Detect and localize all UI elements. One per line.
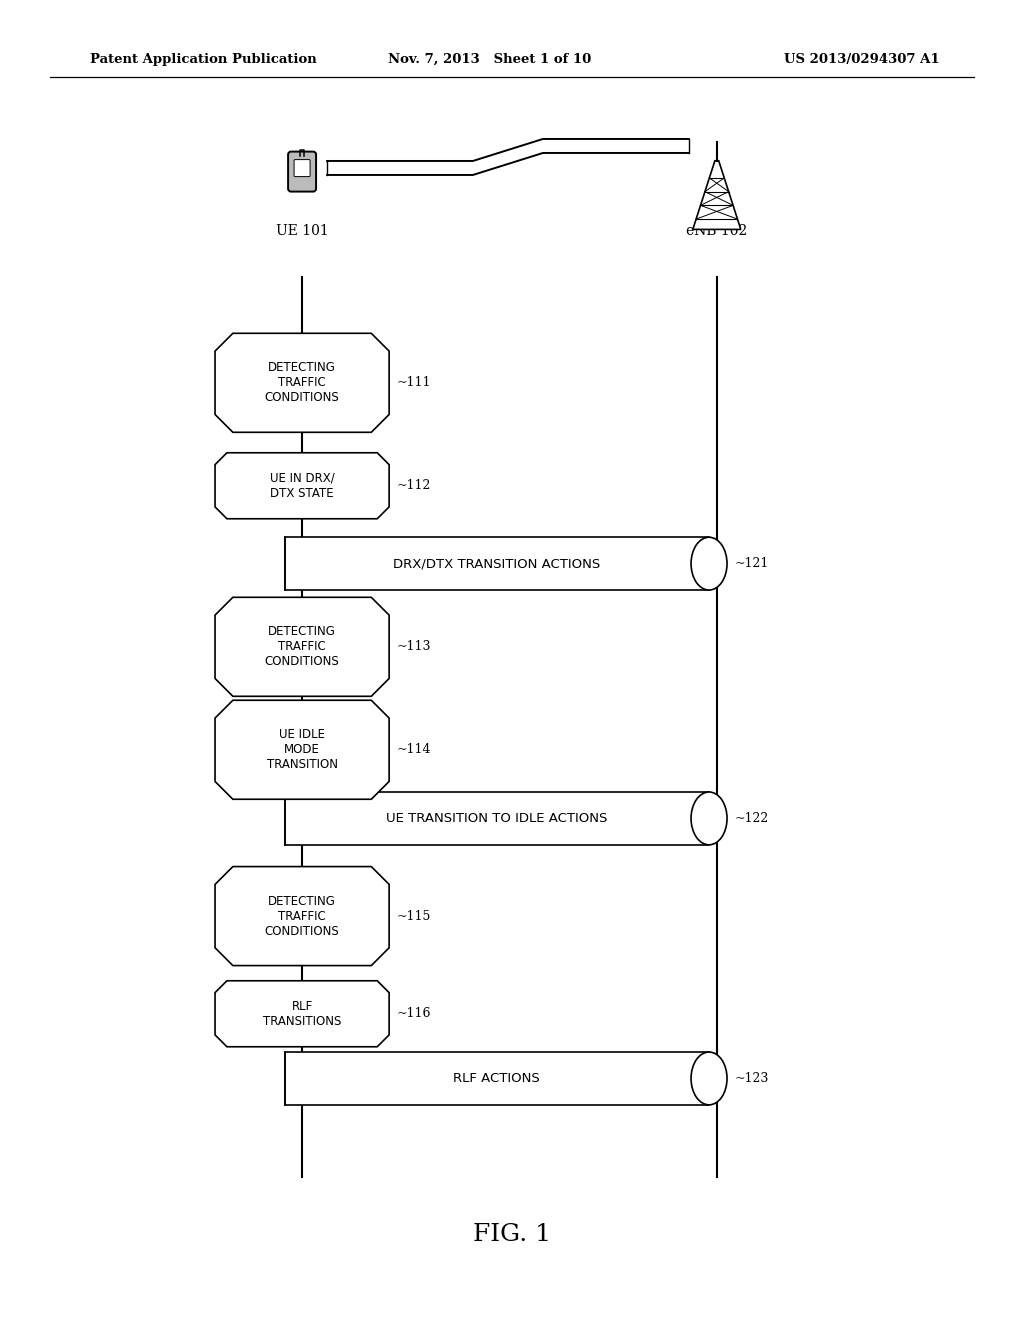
Text: DRX/DTX TRANSITION ACTIONS: DRX/DTX TRANSITION ACTIONS [393,557,600,570]
Polygon shape [215,981,389,1047]
Text: ~123: ~123 [735,1072,769,1085]
Polygon shape [215,334,389,433]
Ellipse shape [691,1052,727,1105]
Text: ~121: ~121 [735,557,769,570]
FancyBboxPatch shape [294,160,310,177]
Text: ~113: ~113 [397,640,432,653]
Text: UE IDLE
MODE
TRANSITION: UE IDLE MODE TRANSITION [266,729,338,771]
Text: ~114: ~114 [397,743,432,756]
FancyBboxPatch shape [288,152,316,191]
FancyBboxPatch shape [285,537,709,590]
Text: Patent Application Publication: Patent Application Publication [90,53,316,66]
FancyBboxPatch shape [285,1052,709,1105]
Text: DETECTING
TRAFFIC
CONDITIONS: DETECTING TRAFFIC CONDITIONS [265,362,339,404]
Text: UE TRANSITION TO IDLE ACTIONS: UE TRANSITION TO IDLE ACTIONS [386,812,607,825]
Text: US 2013/0294307 A1: US 2013/0294307 A1 [784,53,940,66]
Text: UE IN DRX/
DTX STATE: UE IN DRX/ DTX STATE [269,471,335,500]
Text: FIG. 1: FIG. 1 [473,1222,551,1246]
Polygon shape [215,597,389,697]
Text: RLF
TRANSITIONS: RLF TRANSITIONS [263,999,341,1028]
Text: eNB 102: eNB 102 [686,223,748,238]
Polygon shape [215,700,389,799]
Polygon shape [693,161,740,230]
Polygon shape [215,453,389,519]
Text: ~122: ~122 [735,812,769,825]
Text: DETECTING
TRAFFIC
CONDITIONS: DETECTING TRAFFIC CONDITIONS [265,626,339,668]
Ellipse shape [691,792,727,845]
FancyBboxPatch shape [285,792,709,845]
Polygon shape [215,866,389,966]
Text: ~115: ~115 [397,909,431,923]
Text: Nov. 7, 2013   Sheet 1 of 10: Nov. 7, 2013 Sheet 1 of 10 [388,53,592,66]
Text: RLF ACTIONS: RLF ACTIONS [454,1072,541,1085]
Text: ~112: ~112 [397,479,431,492]
Text: DETECTING
TRAFFIC
CONDITIONS: DETECTING TRAFFIC CONDITIONS [265,895,339,937]
Ellipse shape [691,537,727,590]
Text: ~116: ~116 [397,1007,432,1020]
Text: ~111: ~111 [397,376,432,389]
Text: UE 101: UE 101 [275,223,329,238]
